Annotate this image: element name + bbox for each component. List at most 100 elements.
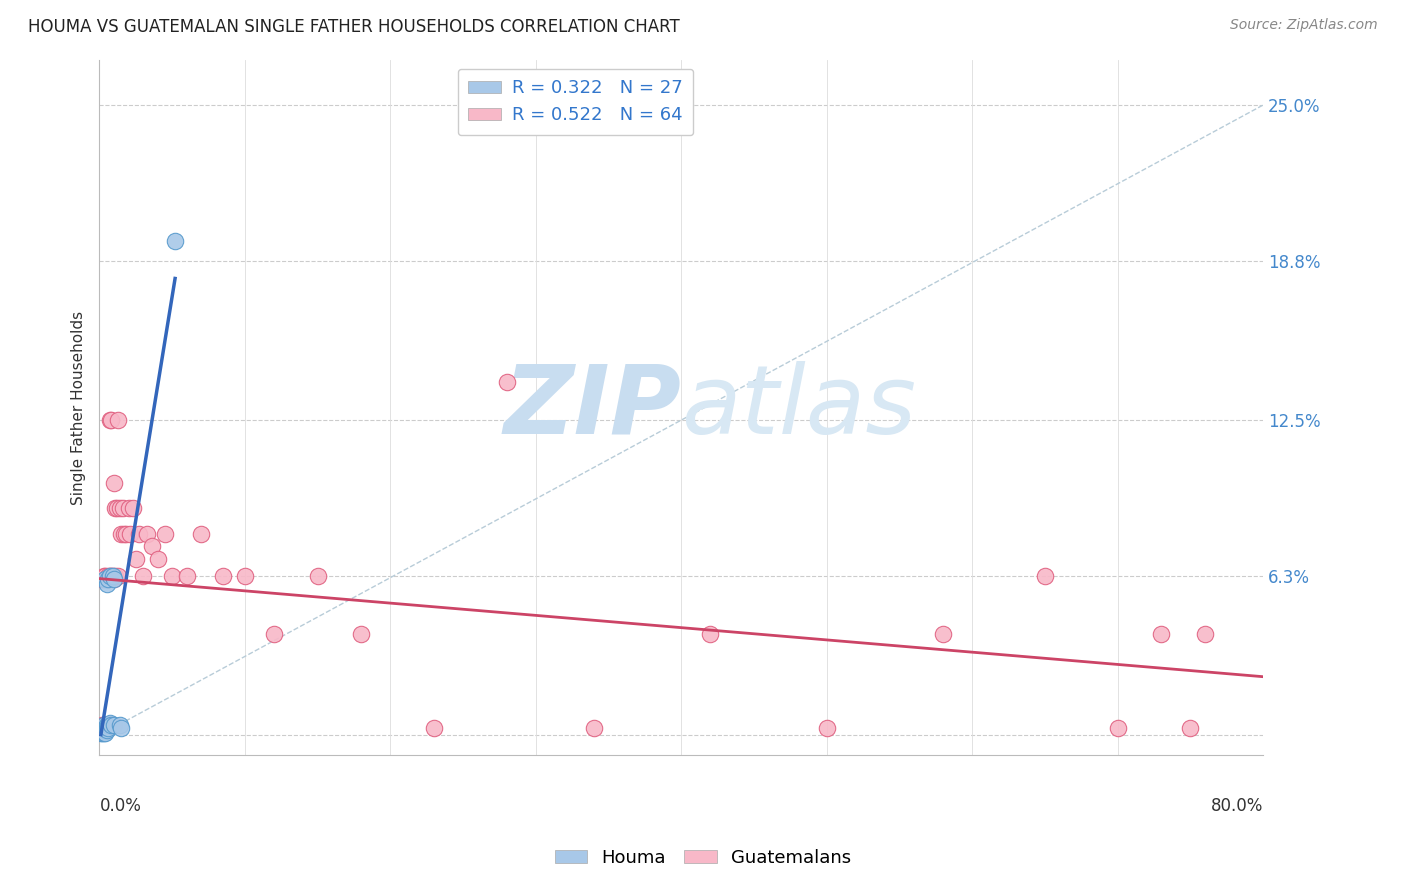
Point (94, 572, 117, 586)
Point (107, 413, 129, 427)
Point (96, 572, 118, 586)
Point (101, 569, 124, 583)
Point (103, 476, 125, 491)
Point (132, 569, 155, 583)
Point (98, 718, 121, 732)
Point (101, 718, 124, 732)
Point (91, 718, 114, 732)
Text: 0.0%: 0.0% (100, 797, 142, 815)
Point (160, 569, 183, 583)
Point (263, 627, 285, 641)
Point (90, 725, 112, 739)
Point (125, 551, 148, 566)
Point (93, 569, 115, 583)
Point (93, 721, 115, 735)
Point (105, 501, 128, 516)
Point (94, 572, 117, 586)
Point (104, 501, 127, 516)
Point (100, 413, 122, 427)
Point (94, 718, 117, 732)
Point (153, 526, 176, 541)
Point (932, 627, 955, 641)
Point (114, 526, 136, 541)
Point (117, 501, 139, 516)
Point (1180, 721, 1202, 735)
Point (90, 572, 112, 586)
Point (146, 551, 169, 566)
Point (423, 721, 446, 735)
Point (190, 526, 212, 541)
Point (97, 718, 120, 732)
Point (90, 721, 112, 735)
Point (110, 526, 132, 541)
Point (90, 723, 112, 738)
Point (98, 413, 121, 427)
Point (111, 501, 134, 516)
Point (350, 627, 373, 641)
Point (94, 569, 117, 583)
Point (103, 572, 125, 586)
Text: Source: ZipAtlas.com: Source: ZipAtlas.com (1230, 18, 1378, 32)
Point (96, 723, 118, 738)
Point (100, 569, 122, 583)
Y-axis label: Single Father Households: Single Father Households (72, 310, 86, 505)
Point (93, 718, 115, 732)
Point (212, 569, 235, 583)
Point (1194, 627, 1216, 641)
Point (1150, 627, 1173, 641)
Text: atlas: atlas (682, 361, 917, 454)
Point (96, 718, 118, 732)
Point (165, 234, 187, 248)
Point (91, 725, 114, 739)
Point (97, 572, 120, 586)
Point (98, 569, 121, 583)
Point (96, 721, 118, 735)
Point (94, 723, 117, 738)
Point (94, 721, 117, 735)
Point (97, 718, 120, 732)
Point (1107, 721, 1129, 735)
Point (128, 526, 150, 541)
Point (307, 569, 329, 583)
Point (699, 627, 721, 641)
Point (815, 721, 838, 735)
Point (108, 501, 131, 516)
Text: 80.0%: 80.0% (1211, 797, 1263, 815)
Point (98, 569, 121, 583)
Point (118, 526, 141, 541)
Point (583, 721, 606, 735)
Point (97, 569, 120, 583)
Point (1033, 569, 1056, 583)
Point (122, 501, 145, 516)
Point (495, 376, 517, 390)
Point (94, 725, 117, 739)
Legend: Houma, Guatemalans: Houma, Guatemalans (547, 842, 859, 874)
Point (104, 569, 127, 583)
Point (103, 572, 125, 586)
Text: ZIP: ZIP (503, 361, 682, 454)
Point (103, 718, 125, 732)
Point (233, 569, 256, 583)
Point (91, 721, 114, 735)
Point (96, 721, 118, 735)
Point (93, 718, 115, 732)
Point (141, 539, 163, 553)
Point (93, 725, 115, 739)
Point (176, 569, 198, 583)
Point (100, 718, 122, 732)
Point (136, 526, 159, 541)
Point (108, 718, 131, 732)
Point (96, 577, 118, 591)
Legend: R = 0.322   N = 27, R = 0.522   N = 64: R = 0.322 N = 27, R = 0.522 N = 64 (457, 69, 693, 136)
Point (98, 715, 121, 730)
Point (97, 721, 120, 735)
Point (91, 572, 114, 586)
Point (107, 569, 129, 583)
Point (112, 526, 135, 541)
Point (93, 723, 115, 738)
Text: HOUMA VS GUATEMALAN SINGLE FATHER HOUSEHOLDS CORRELATION CHART: HOUMA VS GUATEMALAN SINGLE FATHER HOUSEH… (28, 18, 681, 36)
Point (96, 718, 118, 732)
Point (101, 569, 124, 583)
Point (110, 721, 132, 735)
Point (97, 572, 120, 586)
